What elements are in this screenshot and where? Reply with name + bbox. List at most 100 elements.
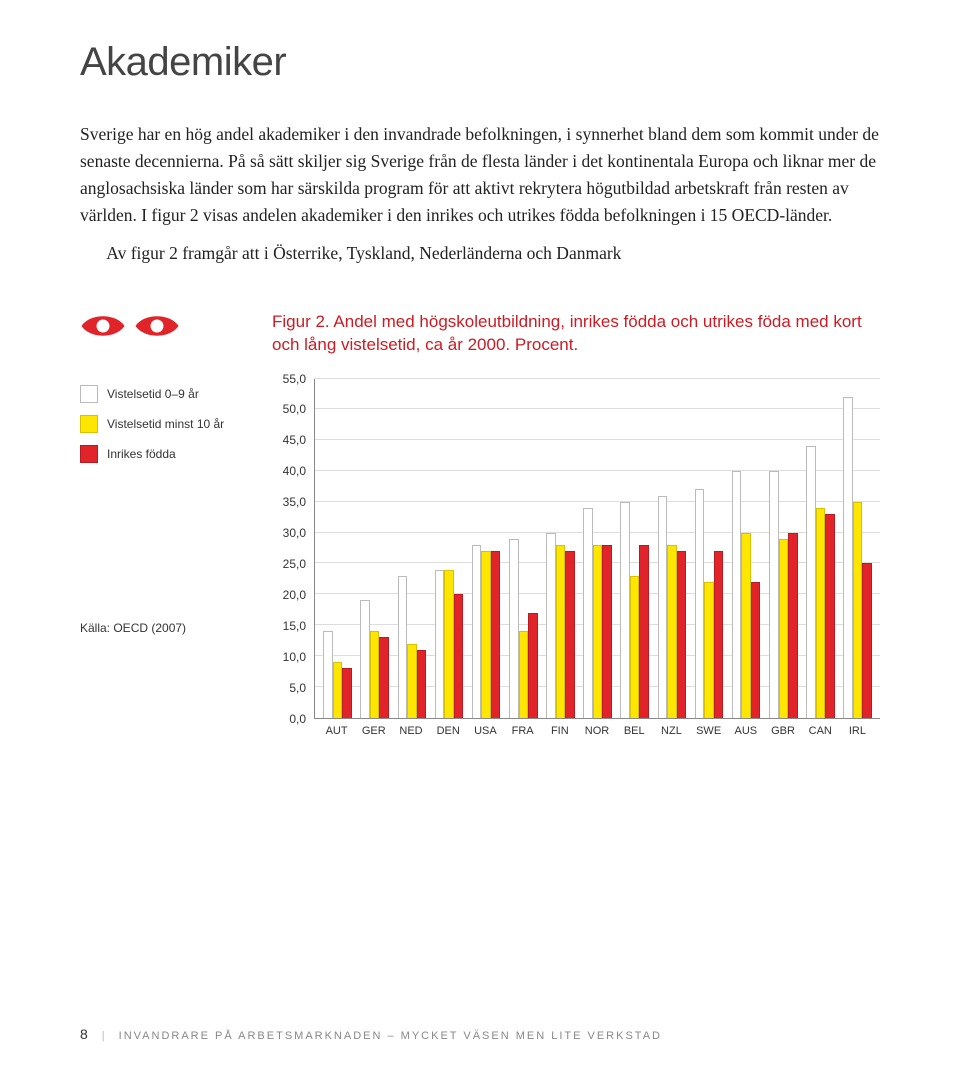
bar — [398, 576, 408, 718]
page-footer: 8 | INVANDRARE PÅ ARBETSMARKNADEN – MYCK… — [80, 1026, 880, 1042]
chart-bars — [315, 379, 880, 718]
bar-group — [839, 379, 876, 718]
x-label: AUT — [318, 725, 355, 737]
bar-group — [542, 379, 579, 718]
bar — [658, 496, 668, 718]
legend-swatch — [80, 385, 98, 403]
bar — [788, 533, 798, 718]
figure-main: Figur 2. Andel med högskoleutbildning, i… — [272, 309, 880, 737]
bar — [667, 545, 677, 718]
bar-group — [319, 379, 356, 718]
y-tick-label: 45,0 — [283, 433, 306, 447]
legend-label: Vistelsetid 0–9 år — [107, 387, 199, 401]
bar — [407, 644, 417, 718]
bar — [806, 446, 816, 717]
bar — [491, 551, 501, 717]
figure-block: Vistelsetid 0–9 år Vistelsetid minst 10 … — [80, 309, 880, 737]
x-axis: AUTGERNEDDENUSAFRAFINNORBELNZLSWEAUSGBRC… — [314, 719, 880, 737]
bar — [546, 533, 556, 718]
bar — [379, 637, 389, 717]
page-number: 8 — [80, 1026, 88, 1042]
bar — [528, 613, 538, 718]
y-tick-label: 55,0 — [283, 372, 306, 386]
x-label: DEN — [430, 725, 467, 737]
bar-group — [505, 379, 542, 718]
bar — [714, 551, 724, 717]
footer-divider: | — [102, 1030, 105, 1042]
footer-title: INVANDRARE PÅ ARBETSMARKNADEN – MYCKET V… — [119, 1030, 662, 1042]
bar-group — [579, 379, 616, 718]
bar — [360, 600, 370, 717]
bar — [472, 545, 482, 718]
y-tick-label: 5,0 — [289, 681, 306, 695]
bar-group — [393, 379, 430, 718]
figure-title: Figur 2. Andel med högskoleutbildning, i… — [272, 311, 880, 357]
x-label: NOR — [578, 725, 615, 737]
y-tick-label: 0,0 — [289, 712, 306, 726]
bar — [630, 576, 640, 718]
bar-group — [356, 379, 393, 718]
bar — [333, 662, 343, 717]
chart-legend: Vistelsetid 0–9 år Vistelsetid minst 10 … — [80, 385, 250, 463]
eye-icon — [134, 311, 180, 341]
bar — [454, 594, 464, 717]
x-label: AUS — [727, 725, 764, 737]
bar — [732, 471, 742, 718]
bar — [583, 508, 593, 718]
bar-group — [728, 379, 765, 718]
bar-group — [616, 379, 653, 718]
y-tick-label: 25,0 — [283, 557, 306, 571]
y-tick-label: 15,0 — [283, 619, 306, 633]
y-axis: 0,05,010,015,020,025,030,035,040,045,050… — [272, 379, 314, 719]
legend-item: Vistelsetid 0–9 år — [80, 385, 250, 403]
x-label: NED — [392, 725, 429, 737]
bar — [519, 631, 529, 717]
x-label: BEL — [616, 725, 653, 737]
bar — [620, 502, 630, 718]
x-label: IRL — [839, 725, 876, 737]
x-label: GBR — [764, 725, 801, 737]
bar — [677, 551, 687, 717]
bar-chart: 0,05,010,015,020,025,030,035,040,045,050… — [272, 379, 880, 719]
eye-icons — [80, 311, 250, 341]
x-label: FRA — [504, 725, 541, 737]
bar — [481, 551, 491, 717]
figure-sidebar: Vistelsetid 0–9 år Vistelsetid minst 10 … — [80, 309, 250, 737]
bar — [825, 514, 835, 717]
legend-swatch — [80, 445, 98, 463]
bar — [323, 631, 333, 717]
legend-label: Inrikes födda — [107, 447, 176, 461]
x-label: NZL — [653, 725, 690, 737]
bar-group — [690, 379, 727, 718]
y-tick-label: 20,0 — [283, 588, 306, 602]
bar — [417, 650, 427, 718]
bar — [704, 582, 714, 718]
x-label: SWE — [690, 725, 727, 737]
body-paragraph: Sverige har en hög andel akademiker i de… — [80, 121, 880, 230]
bar — [695, 489, 705, 717]
bar — [435, 570, 445, 718]
chart-source: Källa: OECD (2007) — [80, 621, 250, 635]
page-heading: Akademiker — [80, 40, 880, 85]
bar — [444, 570, 454, 718]
y-tick-label: 50,0 — [283, 402, 306, 416]
bar-group — [653, 379, 690, 718]
body-paragraph: Av figur 2 framgår att i Österrike, Tysk… — [80, 240, 880, 267]
y-tick-label: 10,0 — [283, 650, 306, 664]
bar-group — [802, 379, 839, 718]
bar — [639, 545, 649, 718]
bar — [853, 502, 863, 718]
chart-plot-area — [314, 379, 880, 719]
y-tick-label: 40,0 — [283, 464, 306, 478]
bar — [593, 545, 603, 718]
bar-group — [430, 379, 467, 718]
bar-group — [765, 379, 802, 718]
x-label: GER — [355, 725, 392, 737]
bar-group — [468, 379, 505, 718]
bar — [769, 471, 779, 718]
bar — [556, 545, 566, 718]
bar — [751, 582, 761, 718]
bar — [741, 533, 751, 718]
x-label: USA — [467, 725, 504, 737]
bar — [565, 551, 575, 717]
